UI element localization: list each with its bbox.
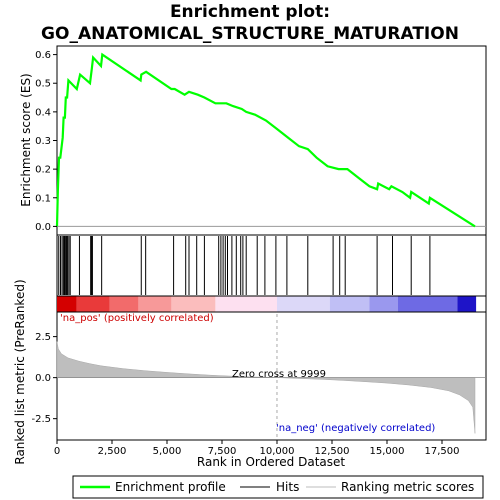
metric-tick-label: 2.5 <box>35 332 51 343</box>
heatmap-bin <box>329 296 370 312</box>
x-tick-label: 0 <box>54 446 60 457</box>
x-tick-label: 17,500 <box>425 446 460 457</box>
heatmap-bin <box>171 296 216 312</box>
x-tick-label: 15,000 <box>370 446 405 457</box>
legend-es-label: Enrichment profile <box>115 480 226 494</box>
x-tick-label: 7,500 <box>208 446 237 457</box>
metric-tick-label: -2.5 <box>31 414 51 425</box>
pos-label: 'na_pos' (positively correlated) <box>60 313 214 324</box>
es-tick-label: 0.0 <box>35 222 51 233</box>
es-layer <box>55 52 486 228</box>
legend-metric-label: Ranking metric scores <box>341 480 474 494</box>
es-tick-label: 0.1 <box>35 193 51 204</box>
neg-label: 'na_neg' (negatively correlated) <box>276 423 435 434</box>
legend-box <box>72 475 484 499</box>
x-tick-label: 10,000 <box>260 446 295 457</box>
hits-layer <box>58 236 431 295</box>
heatmap-bin <box>109 296 139 312</box>
es-tick-label: 0.6 <box>35 50 51 61</box>
heatmap-bin <box>369 296 398 312</box>
heatmap-bin <box>138 296 172 312</box>
chart-title-line1: Enrichment plot: <box>170 2 330 22</box>
metric-axis-label: Ranked list metric (PreRanked) <box>13 279 27 464</box>
chart-title-line2: GO_ANATOMICAL_STRUCTURE_MATURATION <box>41 24 459 44</box>
es-tick-label: 0.5 <box>35 79 51 90</box>
es-tick-label: 0.3 <box>35 136 51 147</box>
heatmap-bin <box>215 296 277 312</box>
zero-cross-label: Zero cross at 9999 <box>232 369 326 380</box>
es-panel <box>56 45 487 236</box>
heatmap-bin <box>398 296 458 312</box>
legend: Enrichment profile Hits Ranking metric s… <box>72 475 484 499</box>
heatmap-layer <box>57 296 477 312</box>
es-tick-label: 0.2 <box>35 165 51 176</box>
heatmap-bin <box>457 296 477 312</box>
heatmap-bin <box>277 296 330 312</box>
x-tick-label: 12,500 <box>315 446 350 457</box>
x-axis-label: Rank in Ordered Dataset <box>197 455 345 469</box>
metric-tick-label: 0.0 <box>35 373 51 384</box>
metric-layer <box>56 314 486 440</box>
axes-layer: 0 2,500 5,000 7,500 10,000 12,500 15,000 17,500… <box>31 50 459 457</box>
es-curve <box>55 52 476 228</box>
x-tick-label: 2,500 <box>98 446 127 457</box>
es-axis-label: Enrichment score (ES) <box>19 73 33 206</box>
heatmap-bin <box>57 296 77 312</box>
es-tick-label: 0.4 <box>35 107 51 118</box>
x-tick-label: 5,000 <box>153 446 182 457</box>
heatmap-bin <box>76 296 110 312</box>
legend-hits-label: Hits <box>276 480 299 494</box>
hits-panel <box>56 234 487 297</box>
